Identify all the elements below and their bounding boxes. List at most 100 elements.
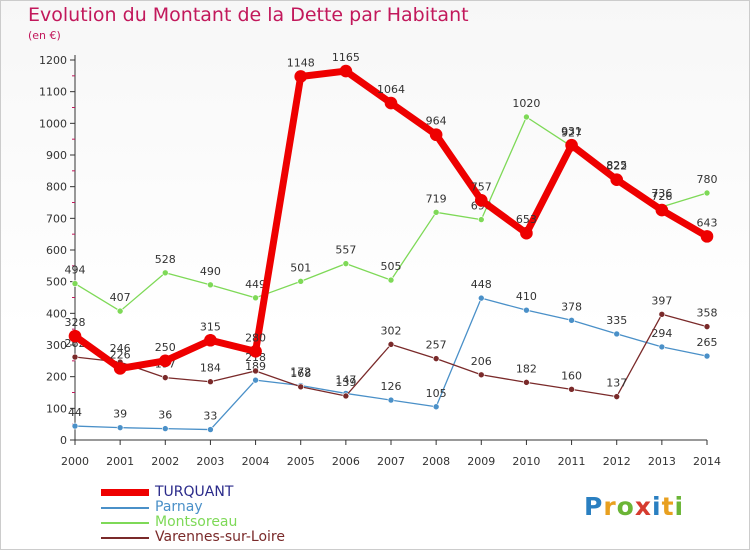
data-label-turquant: 964 xyxy=(426,115,447,128)
x-tick-label: 2005 xyxy=(287,455,315,468)
data-point-varennes-sur-loire xyxy=(477,371,485,379)
data-label-turquant: 757 xyxy=(471,180,492,193)
data-label-parnay: 44 xyxy=(68,406,82,419)
data-label-parnay: 378 xyxy=(561,300,582,313)
data-point-turquant xyxy=(565,138,578,152)
legend-swatch xyxy=(101,489,149,496)
legend-label: Montsoreau xyxy=(155,514,238,530)
legend-swatch xyxy=(101,506,149,509)
data-point-montsoreau xyxy=(161,269,169,277)
data-point-parnay xyxy=(568,316,575,324)
data-label-parnay: 172 xyxy=(290,366,311,379)
x-tick-label: 2008 xyxy=(422,455,450,468)
chart-title: Evolution du Montant de la Dette par Hab… xyxy=(28,4,469,26)
x-tick-label: 2007 xyxy=(377,455,405,468)
data-point-parnay xyxy=(477,294,485,302)
y-tick-label: 1000 xyxy=(39,117,67,130)
data-label-turquant: 1064 xyxy=(377,83,405,96)
data-point-varennes-sur-loire xyxy=(703,323,711,330)
y-tick-label: 800 xyxy=(46,181,67,194)
data-label-montsoreau: 449 xyxy=(245,278,266,291)
logo-letter: i xyxy=(652,492,662,521)
chart-legend: TURQUANT Parnay Montsoreau Varennes-sur-Loi… xyxy=(101,485,285,545)
y-tick-label: 200 xyxy=(46,371,67,384)
data-point-varennes-sur-loire xyxy=(297,383,305,391)
legend-swatch xyxy=(101,536,149,539)
data-point-turquant xyxy=(204,333,217,347)
legend-label: TURQUANT xyxy=(155,484,234,500)
data-label-varennes-sur-loire: 397 xyxy=(651,294,672,307)
legend-label: Varennes-sur-Loire xyxy=(155,529,285,545)
data-label-turquant: 315 xyxy=(200,320,221,333)
x-tick-label: 2002 xyxy=(151,455,179,468)
data-label-varennes-sur-loire: 257 xyxy=(426,339,447,352)
data-label-varennes-sur-loire: 302 xyxy=(381,324,402,337)
data-label-turquant: 280 xyxy=(245,331,266,344)
data-point-turquant xyxy=(294,70,308,83)
data-label-turquant: 1165 xyxy=(332,51,360,64)
y-tick-label: 900 xyxy=(46,149,67,162)
y-tick-label: 100 xyxy=(46,402,67,415)
data-point-parnay xyxy=(432,403,440,411)
data-label-montsoreau: 719 xyxy=(426,192,447,205)
data-label-montsoreau: 528 xyxy=(155,253,176,266)
data-label-turquant: 226 xyxy=(110,348,131,361)
legend-label: Parnay xyxy=(155,499,203,515)
data-point-montsoreau xyxy=(387,276,395,284)
y-tick-label: 0 xyxy=(60,434,67,447)
data-point-montsoreau xyxy=(342,260,350,267)
chart-subtitle: (en €) xyxy=(28,29,61,42)
logo-letter: P xyxy=(584,492,604,521)
y-tick-label: 600 xyxy=(46,244,67,257)
data-point-parnay xyxy=(71,422,79,430)
data-point-montsoreau xyxy=(207,281,214,289)
logo-letter: r xyxy=(603,492,617,521)
data-point-varennes-sur-loire xyxy=(568,386,575,393)
x-tick-label: 2009 xyxy=(467,455,495,468)
data-point-turquant xyxy=(158,354,172,368)
data-label-montsoreau: 825 xyxy=(606,159,627,172)
proxiti-logo: Proxiti xyxy=(584,492,684,521)
data-label-turquant: 643 xyxy=(697,216,718,229)
x-tick-label: 2012 xyxy=(603,455,631,468)
x-tick-label: 2011 xyxy=(558,455,586,468)
y-tick-label: 700 xyxy=(46,212,67,225)
y-tick-label: 300 xyxy=(46,339,67,352)
data-point-turquant xyxy=(655,203,669,217)
data-point-varennes-sur-loire xyxy=(207,378,214,386)
data-label-montsoreau: 780 xyxy=(697,173,718,186)
data-label-varennes-sur-loire: 137 xyxy=(606,377,627,390)
data-point-montsoreau xyxy=(432,209,440,216)
data-label-turquant: 1148 xyxy=(287,56,315,69)
legend-item-parnay: Parnay xyxy=(101,500,285,515)
data-label-montsoreau: 494 xyxy=(65,264,86,277)
logo-letter: o xyxy=(616,492,635,521)
x-tick-label: 2014 xyxy=(693,455,721,468)
y-tick-label: 500 xyxy=(46,276,67,289)
data-label-parnay: 448 xyxy=(471,278,492,291)
y-tick-label: 1200 xyxy=(39,54,67,67)
data-point-turquant xyxy=(339,64,353,78)
data-label-varennes-sur-loire: 182 xyxy=(516,362,537,375)
x-tick-label: 2013 xyxy=(648,455,676,468)
data-label-turquant: 822 xyxy=(606,160,627,173)
data-label-parnay: 265 xyxy=(697,336,718,349)
data-point-montsoreau xyxy=(477,216,485,223)
logo-letter: x xyxy=(634,492,652,521)
data-point-turquant xyxy=(113,362,127,375)
data-label-montsoreau: 927 xyxy=(561,126,582,139)
data-label-montsoreau: 501 xyxy=(290,261,311,274)
data-label-parnay: 410 xyxy=(516,290,537,303)
data-point-parnay xyxy=(703,352,711,360)
data-label-turquant: 250 xyxy=(155,341,176,354)
data-point-varennes-sur-loire xyxy=(161,374,169,381)
data-label-varennes-sur-loire: 168 xyxy=(290,367,311,380)
data-label-varennes-sur-loire: 358 xyxy=(697,307,718,320)
data-label-parnay: 294 xyxy=(651,327,672,340)
y-tick-label: 400 xyxy=(46,307,67,320)
data-label-montsoreau: 557 xyxy=(335,244,356,257)
data-point-varennes-sur-loire xyxy=(71,353,79,361)
data-label-parnay: 105 xyxy=(426,387,447,400)
